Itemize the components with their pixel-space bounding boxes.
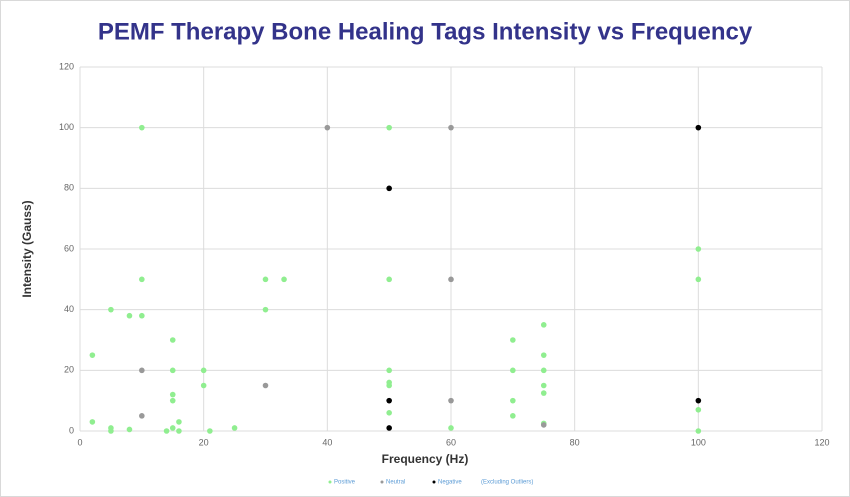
point	[386, 425, 392, 431]
point	[540, 367, 547, 374]
point	[200, 382, 207, 389]
point	[139, 276, 145, 283]
point	[695, 246, 702, 252]
point	[695, 397, 702, 404]
y-tick-label: 100	[59, 122, 74, 132]
point	[510, 413, 516, 419]
point	[169, 367, 176, 374]
point	[540, 422, 547, 428]
legend-label: Positive	[334, 480, 356, 486]
point	[695, 276, 702, 283]
legend-marker	[328, 480, 332, 484]
point	[695, 428, 702, 434]
point	[448, 425, 454, 431]
legend-label: Neutral	[386, 480, 405, 486]
point	[386, 124, 392, 131]
point	[386, 276, 392, 283]
x-tick-label: 40	[322, 437, 332, 447]
point	[207, 428, 213, 434]
point	[231, 425, 238, 431]
legend-marker	[380, 480, 384, 484]
point	[108, 306, 114, 313]
point	[448, 124, 454, 131]
y-tick-label: 120	[59, 61, 74, 71]
point	[448, 276, 454, 283]
point	[139, 312, 145, 319]
y-tick-label: 80	[64, 183, 74, 193]
point	[139, 367, 145, 374]
point	[176, 419, 182, 425]
y-tick-label: 60	[64, 243, 74, 253]
point	[510, 337, 516, 343]
point	[540, 390, 547, 396]
point	[510, 397, 516, 404]
point	[262, 276, 269, 283]
x-tick-label: 80	[570, 437, 580, 447]
legend-label: Negative	[438, 480, 462, 486]
point	[139, 124, 145, 131]
point	[169, 337, 176, 343]
point	[89, 419, 96, 425]
point	[386, 185, 392, 192]
point	[324, 124, 331, 131]
point	[169, 397, 176, 404]
point	[695, 124, 702, 131]
point	[126, 426, 133, 433]
x-tick-label: 0	[77, 437, 82, 447]
y-tick-label: 0	[69, 425, 74, 435]
point	[386, 397, 392, 404]
point	[448, 397, 454, 404]
y-tick-label: 20	[64, 365, 74, 375]
point	[695, 406, 702, 413]
point	[386, 382, 392, 389]
x-tick-label: 100	[691, 437, 706, 447]
legend-note: (Excluding Outliers)	[481, 480, 533, 486]
x-tick-label: 60	[446, 437, 456, 447]
y-tick-label: 40	[64, 304, 74, 314]
point	[281, 276, 287, 283]
point	[89, 352, 96, 358]
x-axis-label: Frequency (Hz)	[382, 452, 469, 466]
point	[386, 410, 392, 416]
point	[108, 428, 114, 434]
x-tick-label: 120	[814, 437, 829, 447]
y-axis-label: Intensity (Gauss)	[20, 200, 34, 297]
point	[540, 322, 547, 328]
point	[386, 367, 392, 374]
point	[262, 306, 269, 313]
chart-title: PEMF Therapy Bone Healing Tags Intensity…	[98, 18, 753, 45]
point	[510, 367, 516, 374]
point	[200, 367, 207, 374]
point	[262, 382, 269, 389]
point	[169, 391, 176, 398]
point	[540, 382, 547, 389]
x-tick-label: 20	[199, 437, 209, 447]
point	[139, 413, 145, 419]
legend-marker	[432, 480, 436, 484]
point	[163, 428, 170, 434]
point	[176, 428, 182, 434]
point	[126, 312, 133, 319]
point	[169, 425, 176, 431]
point	[540, 352, 547, 358]
